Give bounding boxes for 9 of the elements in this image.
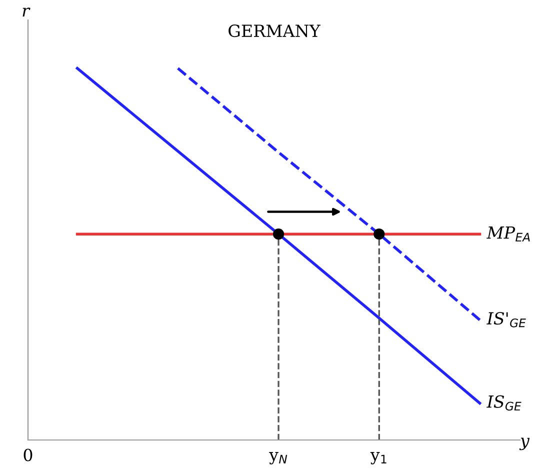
x-tick-label: y$_{N}$ bbox=[269, 452, 288, 464]
series-label: IS'$_{GE}$ bbox=[486, 312, 526, 328]
x-tick-label: y$_{1}$ bbox=[370, 452, 386, 464]
chart-title: GERMANY bbox=[228, 24, 321, 38]
x-axis-title: y bbox=[519, 438, 530, 450]
series-label: IS$_{GE}$ bbox=[486, 395, 522, 411]
series-label: MP$_{EA}$ bbox=[486, 226, 530, 242]
text: 0 bbox=[24, 448, 32, 462]
y-axis-title: r bbox=[22, 8, 30, 17]
